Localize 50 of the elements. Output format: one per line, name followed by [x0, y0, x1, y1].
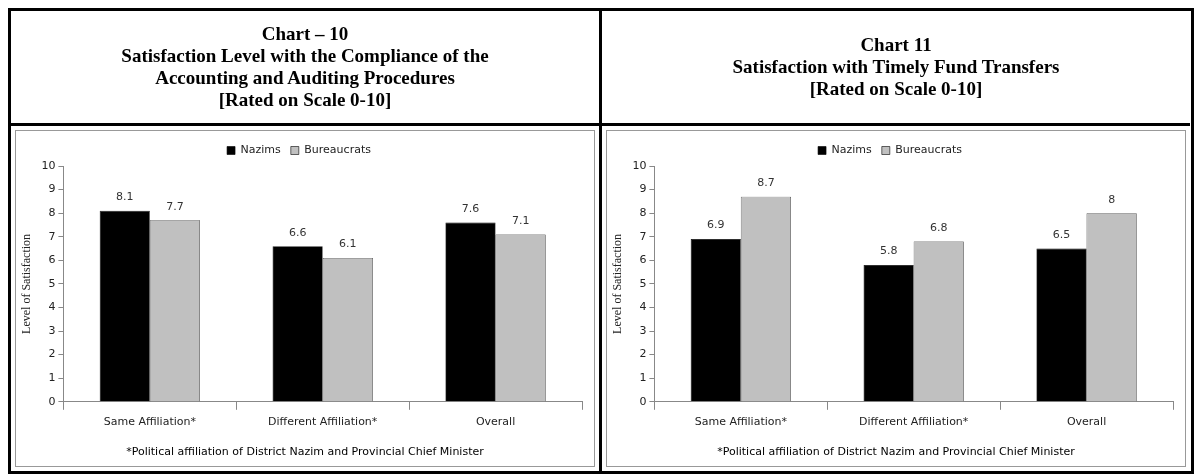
data-label: 8.7 [757, 176, 775, 190]
x-tick-label: Different Affiliation* [268, 415, 378, 429]
y-tick-label: 3 [639, 323, 647, 337]
legend-label: Bureaucrats [304, 143, 372, 157]
data-label: 6.1 [339, 237, 357, 251]
y-tick-label: 8 [48, 206, 56, 220]
y-tick-label: 2 [639, 347, 647, 361]
y-tick-label: 4 [48, 300, 56, 314]
data-label: 6.9 [707, 218, 725, 232]
data-label: 7.1 [511, 213, 530, 227]
y-tick-label: 0 [639, 394, 647, 408]
y-tick-label: 6 [48, 253, 56, 267]
x-tick-label: Overall [475, 415, 516, 429]
y-tick-label: 10 [632, 158, 647, 172]
data-label: 8 [1108, 192, 1116, 206]
y-axis-title: Level of Satisfaction [610, 233, 625, 334]
x-tick-label: Overall [1066, 415, 1107, 429]
y-tick-label: 2 [48, 347, 56, 361]
data-label: 5.8 [879, 244, 898, 258]
y-tick-label: 1 [48, 371, 56, 385]
text: *Political affiliation of District Nazim and Provincial Chief Minister [125, 444, 485, 460]
y-axis-title: Level of Satisfaction [19, 233, 34, 334]
legend-label: Nazims [831, 143, 873, 157]
chart-title: Chart – 10 Satisfaction Level with the Compliance of the Accounting and Auditing Procedures [Rated on Scale 0-10] [121, 23, 489, 111]
data-label: 6.5 [1052, 227, 1071, 241]
legend-label: Bureaucrats [895, 143, 963, 157]
text: *Political affiliation of District Nazim and Provincial Chief Minister [716, 444, 1076, 460]
y-tick-label: 5 [48, 276, 56, 290]
data-label: 8.1 [116, 190, 134, 204]
legend-label: Nazims [240, 143, 282, 157]
y-tick-label: 5 [639, 276, 647, 290]
y-tick-label: 7 [639, 229, 647, 243]
data-label: 6.8 [930, 220, 948, 234]
data-label: 7.6 [461, 201, 480, 215]
y-tick-label: 10 [41, 158, 56, 172]
y-tick-label: 7 [48, 229, 56, 243]
y-tick-label: 4 [639, 300, 647, 314]
y-tick-label: 3 [48, 323, 56, 337]
y-tick-label: 1 [639, 371, 647, 385]
y-tick-label: 9 [639, 182, 647, 196]
y-tick-label: 0 [48, 394, 56, 408]
y-tick-label: 9 [48, 182, 56, 196]
x-tick-label: Different Affiliation* [859, 415, 969, 429]
chart-title: Chart 11 Satisfaction with Timely Fund Transfers [Rated on Scale 0-10] [732, 34, 1060, 100]
x-tick-label: Same Affiliation* [103, 415, 197, 429]
y-tick-label: 6 [639, 253, 647, 267]
data-label: 7.7 [166, 199, 184, 213]
data-label: 6.6 [288, 225, 307, 239]
y-tick-label: 8 [639, 206, 647, 220]
x-tick-label: Same Affiliation* [694, 415, 788, 429]
